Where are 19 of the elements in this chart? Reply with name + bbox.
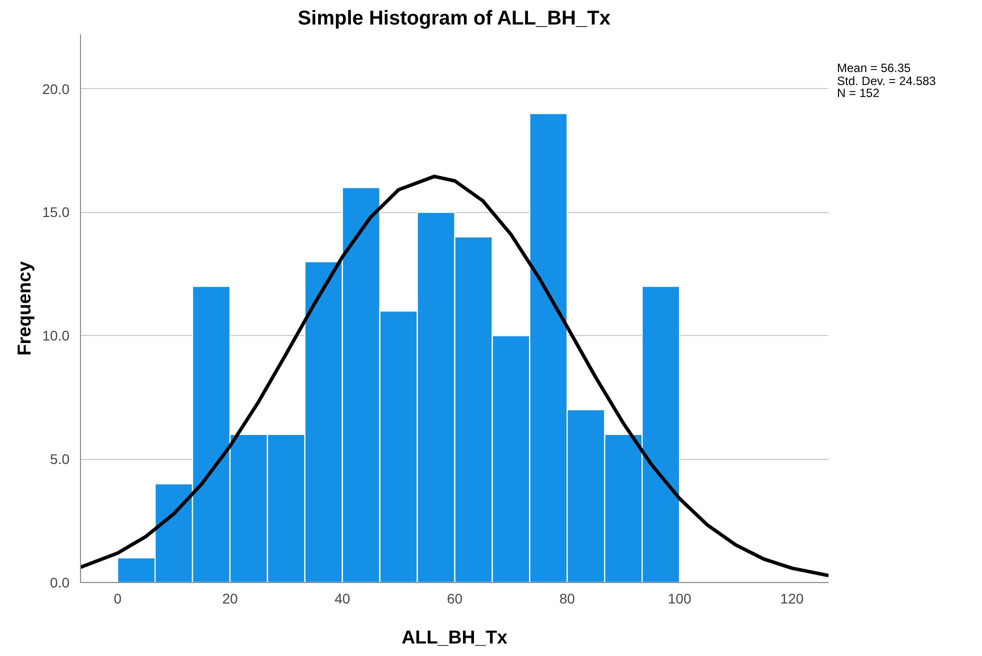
y-tick-label: 0.0 — [50, 574, 70, 590]
chart-title: Simple Histogram of ALL_BH_Tx — [298, 8, 610, 30]
line-series — [80, 174, 828, 578]
x-tick-label: 120 — [780, 590, 804, 606]
y-tick-label: 15.0 — [42, 204, 70, 220]
text: Mean = 56.35 — [837, 61, 911, 75]
x-tick-label: 40 — [334, 590, 350, 606]
x-tick-label: 20 — [222, 590, 238, 606]
y-axis-title: Frequency — [13, 260, 34, 356]
x-tick-label: 0 — [114, 590, 122, 606]
x-tick-label: 100 — [668, 590, 692, 606]
y-tick-label: 10.0 — [42, 328, 70, 344]
y-tick-label: 20.0 — [42, 80, 70, 97]
x-tick-label: 80 — [559, 590, 576, 606]
x-axis-title: ALL_BH_Tx — [402, 626, 508, 648]
text: N = 152 — [837, 86, 880, 100]
text: Std. Dev. = 24.583 — [837, 74, 936, 88]
y-tick-label: 5.0 — [50, 451, 70, 468]
x-tick-label: 60 — [446, 590, 463, 606]
